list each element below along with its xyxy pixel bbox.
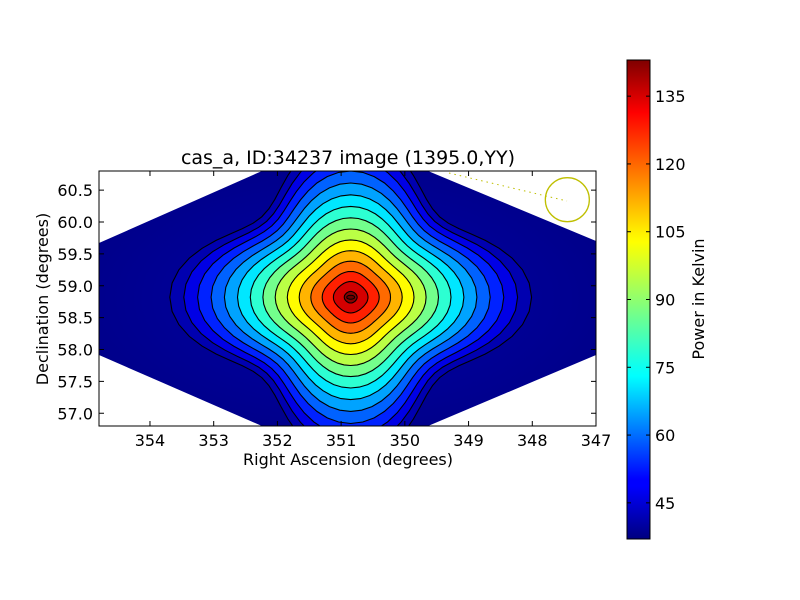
- x-tick-label: 352: [262, 431, 293, 450]
- x-tick-label: 349: [453, 431, 484, 450]
- colorbar-tick-label: 60: [655, 426, 675, 445]
- y-tick-label: 60.0: [57, 213, 93, 232]
- beam-trail-line: [448, 172, 568, 202]
- x-tick-label: 350: [390, 431, 421, 450]
- x-tick-label: 354: [135, 431, 166, 450]
- y-tick-label: 57.5: [57, 372, 93, 391]
- y-tick-label: 59.0: [57, 277, 93, 296]
- colorbar-tick-label: 75: [655, 358, 675, 377]
- colorbar-ticks: 45 60 75 90 105 120 135: [627, 87, 686, 513]
- colorbar-tick-label: 45: [655, 494, 675, 513]
- colorbar-label: Power in Kelvin: [689, 238, 708, 359]
- colorbar-tick-label: 120: [655, 155, 686, 174]
- y-tick-label: 58.5: [57, 309, 93, 328]
- axes-frame: [98, 170, 597, 427]
- y-tick-label: 60.5: [57, 181, 93, 200]
- beam-circle: [544, 177, 590, 223]
- x-tick-label: 353: [198, 431, 229, 450]
- x-axis-label: Right Ascension (degrees): [243, 450, 453, 469]
- image-axes: 354 353 352 351 350 349 348 347 57.0 57.5 58.0 58.…: [57, 170, 612, 450]
- y-axis-label: Declination (degrees): [33, 213, 52, 385]
- x-axis-ticks: 354 353 352 351 350 349 348 347: [135, 171, 612, 450]
- y-tick-label: 58.0: [57, 341, 93, 360]
- y-tick-label: 57.0: [57, 404, 93, 423]
- colorbar-tick-label: 135: [655, 87, 686, 106]
- y-axis-ticks: 57.0 57.5 58.0 58.5 59.0 59.5 60.0 60.5: [57, 181, 596, 423]
- colorbar: 45 60 75 90 105 120 135 Power in Kelvin: [626, 59, 708, 540]
- x-tick-label: 351: [326, 431, 357, 450]
- peak-marker: [346, 294, 356, 300]
- chart-title: cas_a, ID:34237 image (1395.0,YY): [181, 147, 515, 169]
- colorbar-tick-label: 90: [655, 291, 675, 310]
- y-tick-label: 59.5: [57, 245, 93, 264]
- x-tick-label: 347: [581, 431, 612, 450]
- colorbar-tick-label: 105: [655, 223, 686, 242]
- heat-contours: [169, 171, 533, 426]
- x-tick-label: 348: [517, 431, 548, 450]
